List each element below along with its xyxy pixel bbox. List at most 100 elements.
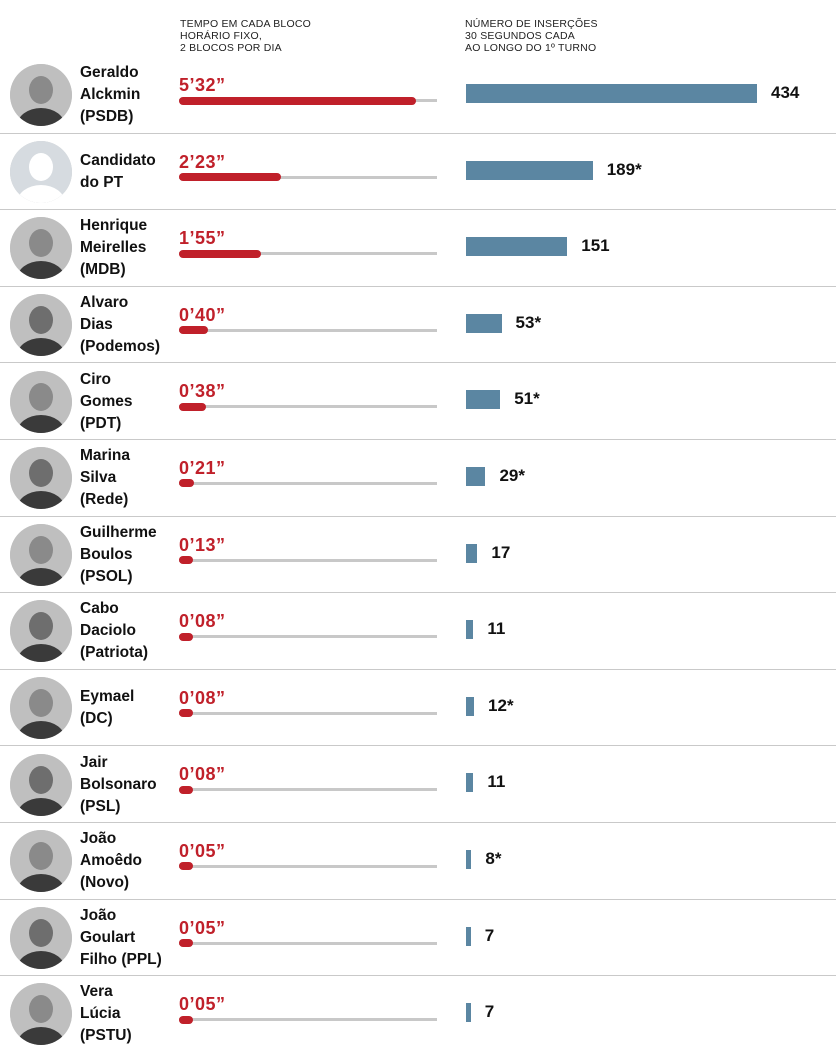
insertions-value: 7 bbox=[484, 925, 495, 945]
time-bar-track bbox=[179, 941, 437, 945]
time-bar-track bbox=[179, 405, 437, 409]
candidate-name: João Amoêdo (Novo) bbox=[80, 830, 142, 892]
insertions-bar bbox=[466, 620, 474, 640]
candidate-photo-icon bbox=[10, 523, 72, 586]
time-label: 0’08” bbox=[179, 764, 226, 785]
time-label: 1’55” bbox=[179, 228, 226, 249]
time-label: 0’08” bbox=[179, 687, 226, 708]
candidate-name: Marina Silva (Rede) bbox=[80, 447, 130, 509]
time-label: 5’32” bbox=[179, 75, 226, 95]
insertions-value: 12* bbox=[488, 695, 514, 715]
insertions-bar bbox=[466, 773, 474, 793]
candidate-row: João Amoêdo (Novo) 0’05” 8* bbox=[0, 823, 836, 900]
time-bar bbox=[179, 96, 416, 105]
time-label: 2’23” bbox=[179, 151, 226, 172]
insertions-bar bbox=[466, 543, 478, 563]
insertions-column-header: NÚMERO DE INSERÇÕES 30 SEGUNDOS CADA AO … bbox=[465, 18, 598, 54]
insertions-value: 189* bbox=[606, 159, 642, 179]
insertions-value: 434 bbox=[771, 83, 800, 102]
insertions-value: 53* bbox=[515, 312, 542, 332]
insertions-value: 51* bbox=[514, 389, 540, 409]
candidate-photo-icon bbox=[10, 600, 72, 663]
time-label: 0’40” bbox=[179, 304, 226, 325]
candidate-row: Geraldo Alckmin (PSDB) 5’32” 434 bbox=[0, 57, 836, 134]
candidate-name: Jair Bolsonaro (PSL) bbox=[80, 753, 157, 815]
candidate-name: Eymael (DC) bbox=[80, 688, 135, 728]
insertions-bar bbox=[466, 926, 471, 946]
candidate-photo-icon bbox=[10, 677, 72, 740]
candidate-photo-icon bbox=[10, 983, 72, 1046]
insertions-value: 151 bbox=[581, 236, 610, 256]
time-label: 0’13” bbox=[179, 534, 226, 555]
time-bar bbox=[179, 709, 193, 718]
time-label: 0’08” bbox=[179, 611, 226, 632]
candidate-name: Ciro Gomes (PDT) bbox=[80, 370, 133, 432]
candidate-photo-icon bbox=[10, 906, 72, 969]
time-bar bbox=[179, 1015, 193, 1024]
insertions-value: 8* bbox=[485, 848, 502, 868]
candidate-name: Henrique Meirelles (MDB) bbox=[80, 217, 148, 279]
candidate-row: Alvaro Dias (Podemos) 0’40” 53* bbox=[0, 287, 836, 364]
candidate-row: Cabo Daciolo (Patriota) 0’08” 11 bbox=[0, 593, 836, 670]
candidate-chart: Geraldo Alckmin (PSDB) 5’32” 434 Candidato … bbox=[0, 57, 836, 1053]
insertions-bar bbox=[466, 466, 486, 486]
candidate-row: Marina Silva (Rede) 0’21” 29* bbox=[0, 440, 836, 517]
candidate-name: Guilherme Boulos (PSOL) bbox=[80, 523, 157, 585]
time-bar bbox=[179, 402, 207, 411]
time-bar-track bbox=[179, 558, 437, 562]
candidate-row: Guilherme Boulos (PSOL) 0’13” 17 bbox=[0, 517, 836, 594]
insertions-bar bbox=[466, 696, 475, 716]
insertions-bar bbox=[466, 237, 568, 257]
time-bar-track bbox=[179, 864, 437, 868]
insertions-bar bbox=[466, 160, 593, 180]
time-bar-track bbox=[179, 635, 437, 639]
time-label: 0’38” bbox=[179, 381, 226, 402]
time-bar-track bbox=[179, 328, 437, 332]
insertions-bar bbox=[466, 849, 472, 869]
insertions-value: 11 bbox=[487, 619, 506, 639]
time-bar bbox=[179, 249, 262, 258]
time-label: 0’21” bbox=[179, 457, 226, 478]
time-label: 0’05” bbox=[179, 994, 226, 1015]
time-label: 0’05” bbox=[179, 917, 226, 938]
time-bar-track bbox=[179, 175, 437, 179]
candidate-photo-icon bbox=[10, 830, 72, 893]
insertions-value: 7 bbox=[484, 1002, 495, 1022]
insertions-bar bbox=[466, 1003, 471, 1023]
candidate-row: Ciro Gomes (PDT) 0’38” 51* bbox=[0, 363, 836, 440]
time-bar bbox=[179, 632, 193, 641]
candidate-row: Jair Bolsonaro (PSL) 0’08” 11 bbox=[0, 746, 836, 823]
insertions-value: 29* bbox=[499, 465, 525, 485]
insertions-bar bbox=[466, 313, 502, 333]
placeholder-person-icon bbox=[10, 140, 72, 203]
time-bar bbox=[179, 479, 194, 488]
candidate-photo-icon bbox=[10, 753, 72, 816]
candidate-row: Candidato do PT 2’23” 189* bbox=[0, 134, 836, 211]
time-bar bbox=[179, 862, 193, 871]
insertions-value: 17 bbox=[491, 542, 511, 562]
candidate-row: Eymael (DC) 0’08” 12* bbox=[0, 670, 836, 747]
time-bar-track bbox=[179, 711, 437, 715]
candidate-name: Candidato do PT bbox=[80, 151, 156, 191]
insertions-bar bbox=[466, 84, 757, 103]
candidate-row: João Goulart Filho (PPL) 0’05” 7 bbox=[0, 900, 836, 977]
candidate-row: Vera Lúcia (PSTU) 0’05” 7 bbox=[0, 976, 836, 1053]
insertions-value: 11 bbox=[487, 772, 506, 792]
candidate-name: Alvaro Dias (Podemos) bbox=[80, 294, 161, 356]
candidate-photo-icon bbox=[10, 64, 72, 127]
candidate-photo-icon bbox=[10, 370, 72, 433]
time-bar bbox=[179, 173, 282, 182]
candidate-name: João Goulart Filho (PPL) bbox=[80, 906, 162, 968]
time-bar-track bbox=[179, 481, 437, 485]
candidate-name: Cabo Daciolo (Patriota) bbox=[80, 600, 149, 662]
time-bar bbox=[179, 785, 193, 794]
candidate-photo-icon bbox=[10, 217, 72, 280]
time-bar bbox=[179, 939, 193, 948]
time-bar-track bbox=[179, 1018, 437, 1022]
time-bar-track bbox=[179, 788, 437, 792]
candidate-name: Geraldo Alckmin (PSDB) bbox=[80, 64, 141, 126]
time-bar-track bbox=[179, 252, 437, 256]
candidate-photo-icon bbox=[10, 294, 72, 357]
time-bar bbox=[179, 326, 208, 335]
candidate-row: Henrique Meirelles (MDB) 1’55” 151 bbox=[0, 210, 836, 287]
